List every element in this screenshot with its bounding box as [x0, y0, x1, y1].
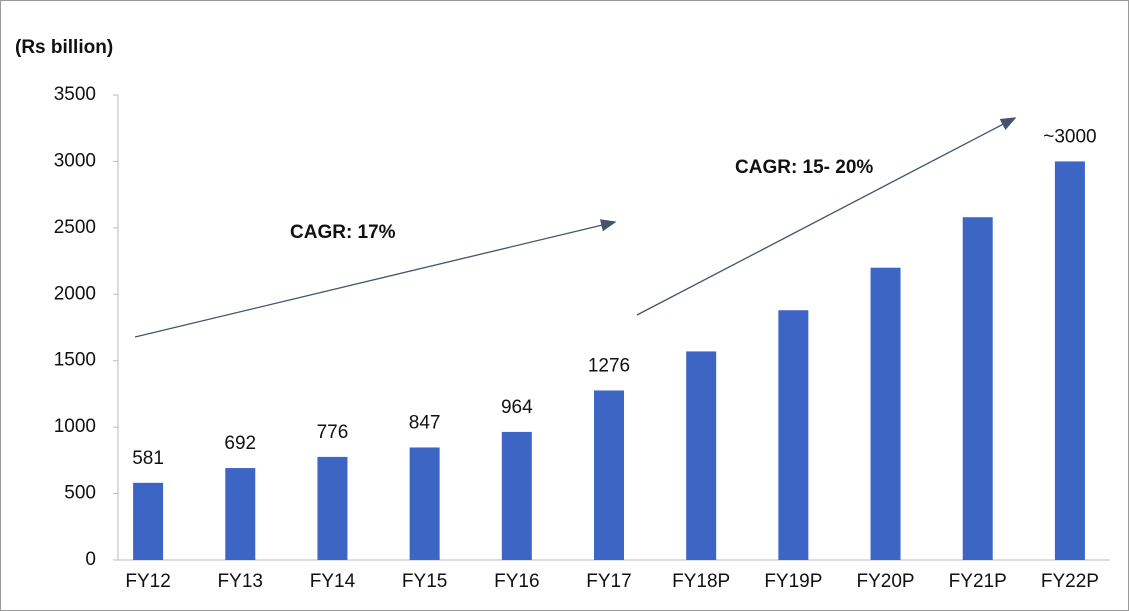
- y-tick-label: 1500: [54, 350, 96, 371]
- x-tick-label: FY18P: [672, 571, 730, 592]
- bar: [1054, 161, 1085, 560]
- bar: [317, 456, 348, 560]
- bar: [778, 310, 809, 560]
- data-label: 776: [317, 422, 349, 443]
- arrow: [636, 117, 1017, 316]
- data-label: 847: [409, 412, 441, 433]
- bar: [962, 217, 993, 560]
- data-label: 1276: [588, 355, 630, 376]
- y-tick-label: 500: [64, 483, 96, 504]
- x-tick-label: FY14: [310, 571, 356, 592]
- x-tick-label: FY19P: [764, 571, 822, 592]
- y-tick-label: 2500: [54, 217, 96, 238]
- y-tick-label: 0: [85, 549, 96, 570]
- x-tick-label: FY16: [494, 571, 539, 592]
- bar: [409, 447, 440, 560]
- x-tick-label: FY15: [402, 571, 447, 592]
- x-tick-label: FY21P: [949, 571, 1007, 592]
- x-tick-label: FY12: [125, 571, 170, 592]
- annotation: CAGR: 15- 20%: [735, 157, 873, 178]
- y-tick-label: 3500: [54, 84, 96, 105]
- x-tick-label: FY22P: [1041, 571, 1099, 592]
- bar: [501, 431, 532, 560]
- x-tick-label: FY20P: [856, 571, 914, 592]
- data-label: 692: [224, 433, 256, 454]
- y-tick-label: 2000: [54, 283, 96, 304]
- bar: [686, 351, 717, 560]
- arrow: [134, 219, 617, 338]
- bar: [225, 468, 256, 560]
- data-label: 581: [132, 448, 164, 469]
- bar: [133, 482, 164, 560]
- data-label: ~3000: [1043, 126, 1096, 147]
- y-tick-label: 1000: [54, 416, 96, 437]
- x-tick-label: FY13: [218, 571, 263, 592]
- bar: [594, 390, 624, 560]
- x-tick-label: FY17: [586, 571, 631, 592]
- y-tick-label: 3000: [54, 150, 96, 171]
- bar: [870, 267, 901, 560]
- data-label: 964: [501, 397, 533, 418]
- annotation: CAGR: 17%: [290, 222, 396, 243]
- chart-title: (Rs billion): [15, 37, 113, 58]
